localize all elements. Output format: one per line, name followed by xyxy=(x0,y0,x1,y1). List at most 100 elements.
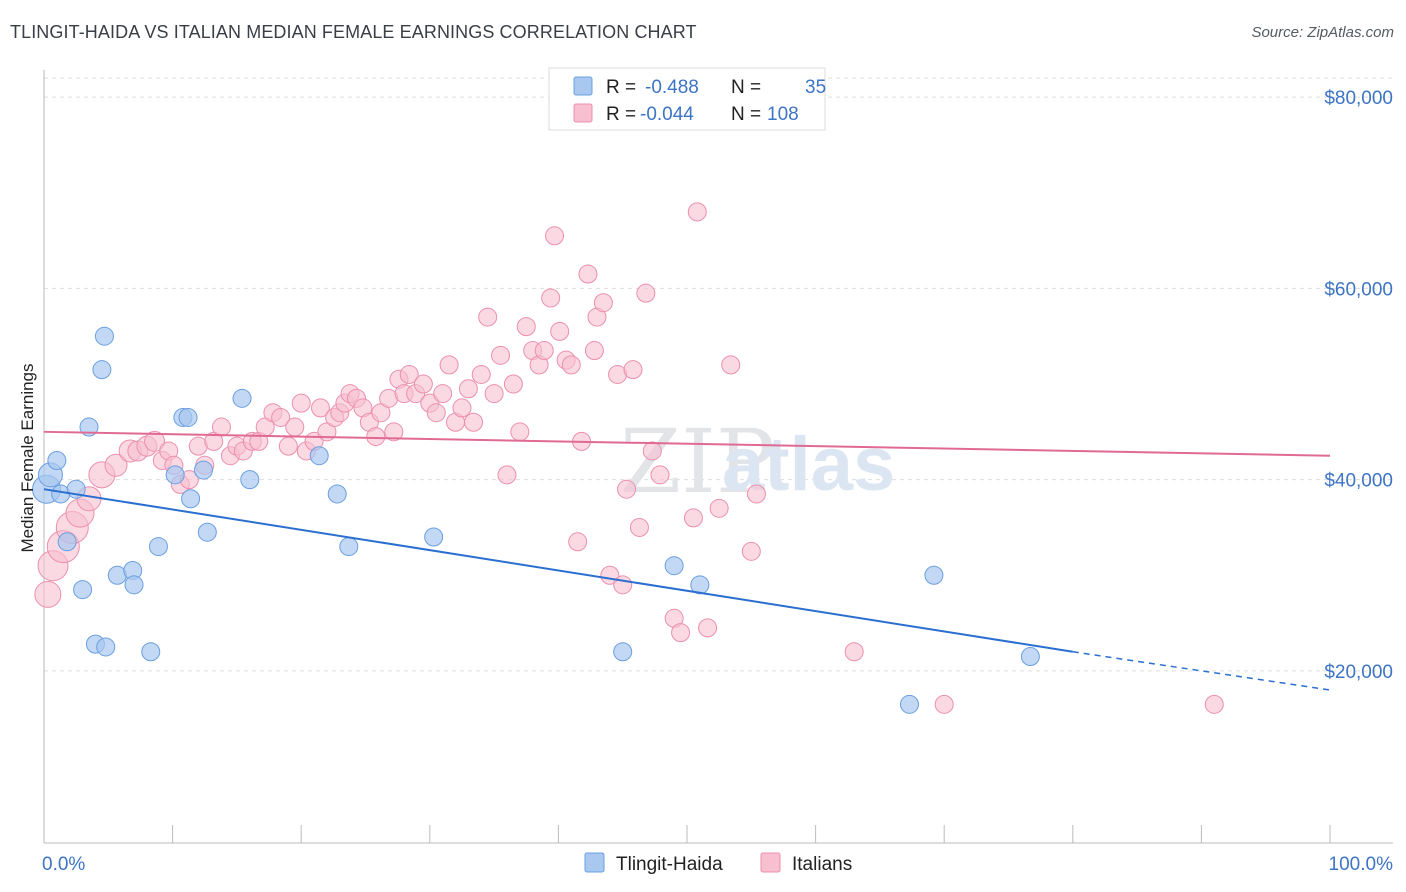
italians-point xyxy=(491,345,511,365)
chart-title: TLINGIT-HAIDA VS ITALIAN MEDIAN FEMALE E… xyxy=(10,22,697,42)
italians-point xyxy=(484,384,504,404)
tlingit-haida-point xyxy=(57,532,77,552)
italians-point xyxy=(366,427,386,447)
tlingit-haida-point xyxy=(193,460,213,480)
italians-point xyxy=(709,498,729,518)
series-legend: Tlingit-Haida Italians xyxy=(584,852,852,875)
italians-point xyxy=(458,379,478,399)
y-tick-label-40000: $40,000 xyxy=(1324,471,1393,492)
italians-point xyxy=(285,417,305,437)
italians-point xyxy=(671,623,691,643)
legend-r-label-1: R = xyxy=(606,77,636,98)
italians-point xyxy=(550,321,570,341)
gridlines xyxy=(44,77,1393,672)
tlingit-haida-point xyxy=(664,556,684,576)
y-tick-label-20000: $20,000 xyxy=(1324,662,1393,683)
legend-swatch-italians xyxy=(573,103,593,123)
tlingit-haida-point xyxy=(92,360,112,380)
italians-point xyxy=(844,642,864,662)
tlingit-haida-point xyxy=(181,489,201,509)
tlingit-haida-point xyxy=(240,470,260,490)
tlingit-haida-point xyxy=(924,565,944,585)
bottom-legend-italians: Italians xyxy=(792,854,852,875)
legend-swatch-tlingit-haida xyxy=(573,76,593,96)
tlingit-haida-point xyxy=(141,642,161,662)
legend-n-label-1: N = xyxy=(731,77,761,98)
italians-point xyxy=(452,398,472,418)
axes xyxy=(43,70,1393,844)
italians-point xyxy=(545,226,565,246)
legend-n-value-2: 108 xyxy=(767,104,799,125)
tlingit-haida-point xyxy=(339,537,359,557)
italians-point xyxy=(271,407,291,427)
italians-point xyxy=(593,293,613,313)
italians-point xyxy=(629,517,649,537)
italians-point xyxy=(503,374,523,394)
tlingit-haida-point xyxy=(47,451,67,470)
correlation-legend: R = -0.488 N = 35 R = -0.044 N = 108 xyxy=(548,67,826,131)
tlingit-haida-point xyxy=(232,388,252,408)
italians-point xyxy=(144,430,166,452)
trend-lines xyxy=(43,430,1331,691)
legend-r-value-1: -0.488 xyxy=(645,77,699,98)
tlingit-haida-point xyxy=(124,575,144,595)
italians-point xyxy=(433,384,453,404)
source-label: Source: ZipAtlas.com xyxy=(1251,24,1394,41)
italians-point xyxy=(683,508,703,528)
x-tick-label-100: 100.0% xyxy=(1329,854,1394,875)
italians-point xyxy=(384,422,404,442)
italians-point xyxy=(584,341,604,361)
bottom-legend-tlingit-haida: Tlingit-Haida xyxy=(616,854,723,875)
tlingit-haida-point xyxy=(613,642,633,662)
tlingit-haida-point xyxy=(309,446,329,466)
legend-box xyxy=(548,67,826,131)
italians-point xyxy=(617,479,637,499)
legend-n-label-2: N = xyxy=(731,104,761,125)
y-tick-label-60000: $60,000 xyxy=(1324,279,1393,300)
tlingit-haida-point xyxy=(197,522,217,542)
italians-point xyxy=(746,484,766,504)
italians-point xyxy=(104,453,128,477)
italians-point xyxy=(471,364,491,384)
italians-point xyxy=(426,403,446,423)
bottom-legend-swatch-tlingit-haida xyxy=(584,852,605,873)
italians-point xyxy=(510,422,530,442)
tlingit-haida-point xyxy=(73,580,93,600)
italians-point xyxy=(541,288,561,308)
tlingit-haida-point xyxy=(148,537,168,557)
italians-point xyxy=(497,465,517,485)
italians-point xyxy=(534,341,554,361)
italians-point xyxy=(211,417,231,437)
tlingit-haida-trend-line xyxy=(43,488,1073,653)
italians-point xyxy=(698,618,718,638)
italians-point xyxy=(464,412,484,432)
tlingit-haida-point xyxy=(327,484,347,504)
italians-point xyxy=(310,398,330,418)
italians-point xyxy=(478,307,498,327)
legend-r-label-2: R = xyxy=(606,104,636,125)
tlingit-haida-point xyxy=(424,527,444,547)
italians-point xyxy=(568,532,588,552)
italians-point xyxy=(1204,694,1224,714)
y-axis-ticks: $20,000 $40,000 $60,000 $80,000 xyxy=(1324,88,1393,683)
tlingit-haida-points xyxy=(32,326,1040,714)
italians-point xyxy=(741,541,761,561)
italians-point xyxy=(934,694,954,714)
italians-point xyxy=(561,355,581,375)
italians-point xyxy=(34,580,62,608)
y-axis-label: Median Female Earnings xyxy=(18,364,37,553)
italians-point xyxy=(687,202,707,222)
italians-trend-line xyxy=(43,430,1331,457)
italians-point xyxy=(650,465,670,485)
legend-r-value-2: -0.044 xyxy=(640,104,694,125)
italians-point xyxy=(516,317,536,337)
tlingit-haida-point xyxy=(178,407,198,427)
italians-point xyxy=(439,355,459,375)
x-tick-label-0: 0.0% xyxy=(42,854,85,875)
italians-point xyxy=(623,360,643,380)
italians-point xyxy=(636,283,656,303)
italians-point xyxy=(278,436,298,456)
italians-point xyxy=(613,575,633,595)
tlingit-haida-point xyxy=(96,637,116,657)
